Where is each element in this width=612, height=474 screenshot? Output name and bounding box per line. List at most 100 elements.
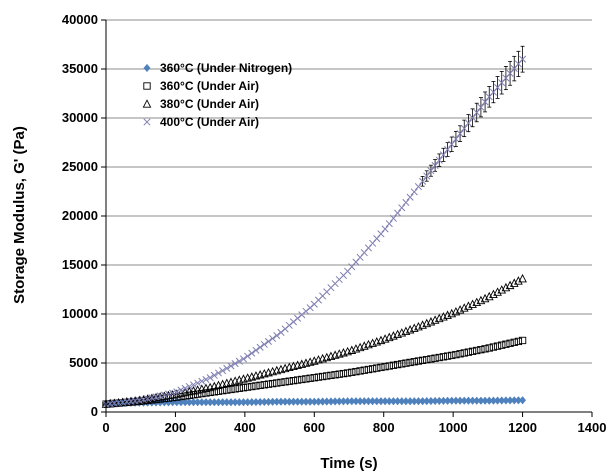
data-point <box>473 346 481 355</box>
data-point <box>256 381 264 389</box>
data-point <box>439 353 448 361</box>
data-point <box>318 372 327 381</box>
legend-item: 380°C (Under Air) <box>142 97 259 111</box>
data-point <box>506 339 514 347</box>
data-point <box>460 349 468 357</box>
legend-label: 360°C (Under Air) <box>160 79 259 93</box>
data-point <box>343 369 352 377</box>
data-point <box>243 383 252 391</box>
data-point <box>214 387 223 395</box>
data-point <box>477 346 485 354</box>
x-tick-label: 1000 <box>439 420 468 435</box>
data-point <box>381 363 389 371</box>
legend-marker <box>143 63 151 73</box>
data-point <box>306 374 314 382</box>
data-point <box>264 380 273 388</box>
data-point <box>398 360 406 368</box>
legend-label: 380°C (Under Air) <box>160 97 259 111</box>
legend-marker <box>143 118 151 126</box>
data-point <box>489 343 498 351</box>
legend: 360°C (Under Nitrogen) 360°C (Under Air) 3… <box>142 61 292 129</box>
data-point <box>431 354 439 362</box>
data-point <box>235 384 243 392</box>
data-point <box>502 340 510 348</box>
data-point <box>269 334 277 343</box>
data-point <box>219 367 227 375</box>
plot-area <box>101 45 527 408</box>
data-point <box>277 378 285 387</box>
data-point <box>394 209 402 217</box>
legend-item: 360°C (Under Air) <box>143 79 259 93</box>
data-point <box>293 376 302 384</box>
data-point <box>410 358 418 366</box>
data-point <box>268 379 277 388</box>
data-point <box>431 161 439 169</box>
data-point <box>423 172 431 180</box>
data-point <box>189 381 198 389</box>
data-point <box>177 386 185 394</box>
y-tick-label: 30000 <box>62 110 98 125</box>
data-point <box>327 371 335 379</box>
legend-marker <box>142 99 152 108</box>
data-point <box>281 378 289 386</box>
series-3 <box>101 273 527 408</box>
data-point <box>173 388 181 396</box>
data-point <box>239 384 248 392</box>
data-point <box>227 362 235 370</box>
data-point <box>231 360 239 368</box>
data-point <box>368 365 377 373</box>
data-point <box>298 375 306 384</box>
data-point <box>248 349 256 357</box>
data-point <box>418 356 427 364</box>
y-tick-label: 0 <box>91 404 98 419</box>
data-point <box>160 391 168 399</box>
data-point <box>156 392 164 400</box>
data-point <box>202 389 210 397</box>
legend-item: 360°C (Under Nitrogen) <box>143 61 292 75</box>
data-point <box>139 396 148 404</box>
y-tick-label: 35000 <box>62 61 98 76</box>
data-point <box>385 362 393 370</box>
y-tick-label: 5000 <box>69 355 98 370</box>
data-point <box>348 368 356 376</box>
data-point <box>444 146 452 154</box>
y-tick-label: 20000 <box>62 208 98 223</box>
data-point <box>519 55 527 63</box>
data-point <box>489 289 498 299</box>
data-point <box>289 376 298 385</box>
data-point <box>435 156 443 164</box>
data-point <box>164 390 173 398</box>
data-point <box>148 394 156 402</box>
data-point <box>264 337 273 345</box>
data-point <box>448 351 456 360</box>
data-point <box>393 360 402 369</box>
data-point <box>414 357 423 365</box>
data-point <box>223 364 231 372</box>
data-point <box>206 374 214 382</box>
data-point <box>302 375 310 383</box>
data-point <box>510 338 518 346</box>
data-point <box>260 381 268 389</box>
data-point <box>518 273 527 283</box>
data-point <box>260 340 268 348</box>
data-point <box>423 355 431 364</box>
data-point <box>501 282 511 292</box>
data-point <box>339 369 348 378</box>
data-point <box>514 276 523 285</box>
data-point <box>235 357 243 365</box>
data-point <box>439 151 447 159</box>
data-point <box>402 198 410 207</box>
data-point <box>144 395 152 403</box>
data-point <box>206 388 214 397</box>
data-point <box>456 350 464 358</box>
x-tick-label: 1200 <box>508 420 537 435</box>
axes <box>101 19 593 417</box>
data-point <box>456 130 464 138</box>
y-axis-title: Storage Modulus, G' (Pa) <box>11 126 28 304</box>
data-point <box>252 382 260 390</box>
data-point <box>406 358 414 367</box>
x-tick-labels: 0 200 400 600 800 1000 1200 1400 <box>102 420 606 435</box>
data-point <box>398 204 406 212</box>
y-tick-label: 10000 <box>62 306 98 321</box>
data-point <box>468 347 477 355</box>
